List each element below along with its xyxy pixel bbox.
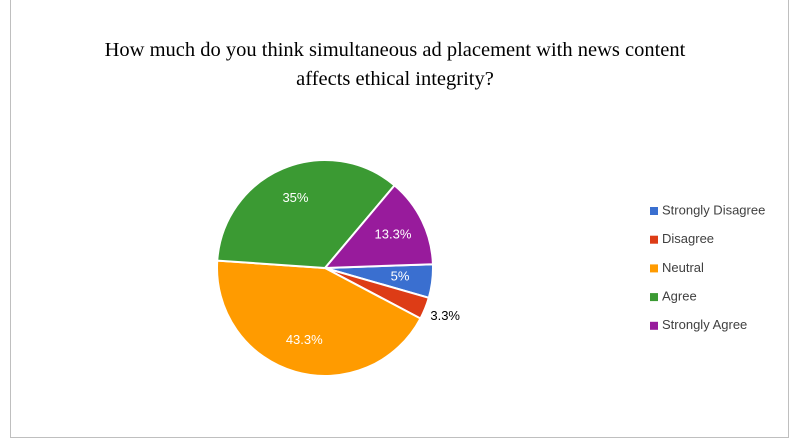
data-label: 5% [391, 269, 410, 284]
legend-label: Disagree [662, 231, 714, 246]
legend-swatch [650, 321, 658, 330]
pie-slice [322, 183, 434, 270]
legend-label: Strongly Disagree [662, 202, 765, 217]
data-label: 13.3% [375, 226, 412, 241]
legend-swatch [650, 235, 658, 244]
legend-label: Strongly Agree [662, 317, 747, 332]
legend-label: Neutral [662, 260, 704, 275]
pie-slice [216, 159, 396, 270]
data-label: 43.3% [286, 332, 323, 347]
legend-label: Agree [662, 289, 697, 304]
data-label: 35% [282, 190, 308, 205]
data-label: 3.3% [430, 308, 460, 323]
legend-swatch [650, 207, 658, 215]
chart-title: How much do you think simultaneous ad pl… [104, 39, 686, 90]
pie-slice [216, 259, 422, 377]
legend-swatch [650, 293, 658, 302]
legend-swatch [650, 264, 658, 273]
